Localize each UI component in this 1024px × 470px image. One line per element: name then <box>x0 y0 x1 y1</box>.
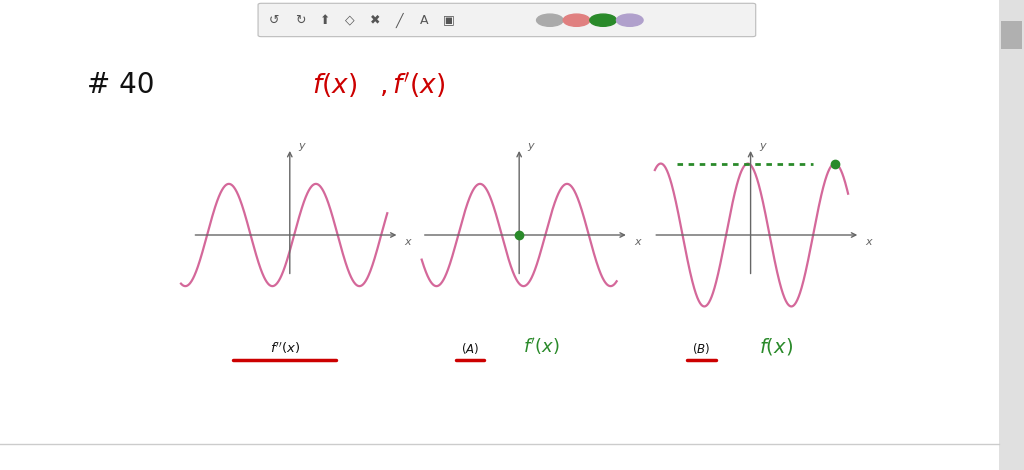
FancyBboxPatch shape <box>258 3 756 37</box>
Text: y: y <box>527 141 534 151</box>
Text: $f(x)$: $f(x)$ <box>759 336 794 357</box>
Text: x: x <box>865 237 871 247</box>
Text: y: y <box>759 141 765 151</box>
Circle shape <box>563 14 590 26</box>
Text: $f''(x)$: $f''(x)$ <box>269 341 300 356</box>
Text: # 40: # 40 <box>87 70 155 99</box>
Text: y: y <box>298 141 304 151</box>
Text: ⬆: ⬆ <box>321 14 331 27</box>
Text: ◇: ◇ <box>345 14 355 27</box>
Text: ▣: ▣ <box>442 14 455 27</box>
Text: x: x <box>404 237 411 247</box>
Text: ╱: ╱ <box>395 13 403 28</box>
Text: $(A)$: $(A)$ <box>461 341 479 356</box>
Text: $(B)$: $(B)$ <box>692 341 711 356</box>
Text: $,f'(x)$: $,f'(x)$ <box>379 70 445 100</box>
Text: $f'(x)$: $f'(x)$ <box>523 336 560 357</box>
Text: x: x <box>634 237 640 247</box>
Text: ↺: ↺ <box>269 14 280 27</box>
Bar <box>1001 21 1022 49</box>
Bar <box>999 0 1024 470</box>
Text: $f(x)$: $f(x)$ <box>312 70 357 99</box>
Circle shape <box>537 14 563 26</box>
Circle shape <box>590 14 616 26</box>
Circle shape <box>616 14 643 26</box>
Text: ✖: ✖ <box>370 14 380 27</box>
Text: A: A <box>420 14 428 27</box>
Text: ↻: ↻ <box>295 14 305 27</box>
